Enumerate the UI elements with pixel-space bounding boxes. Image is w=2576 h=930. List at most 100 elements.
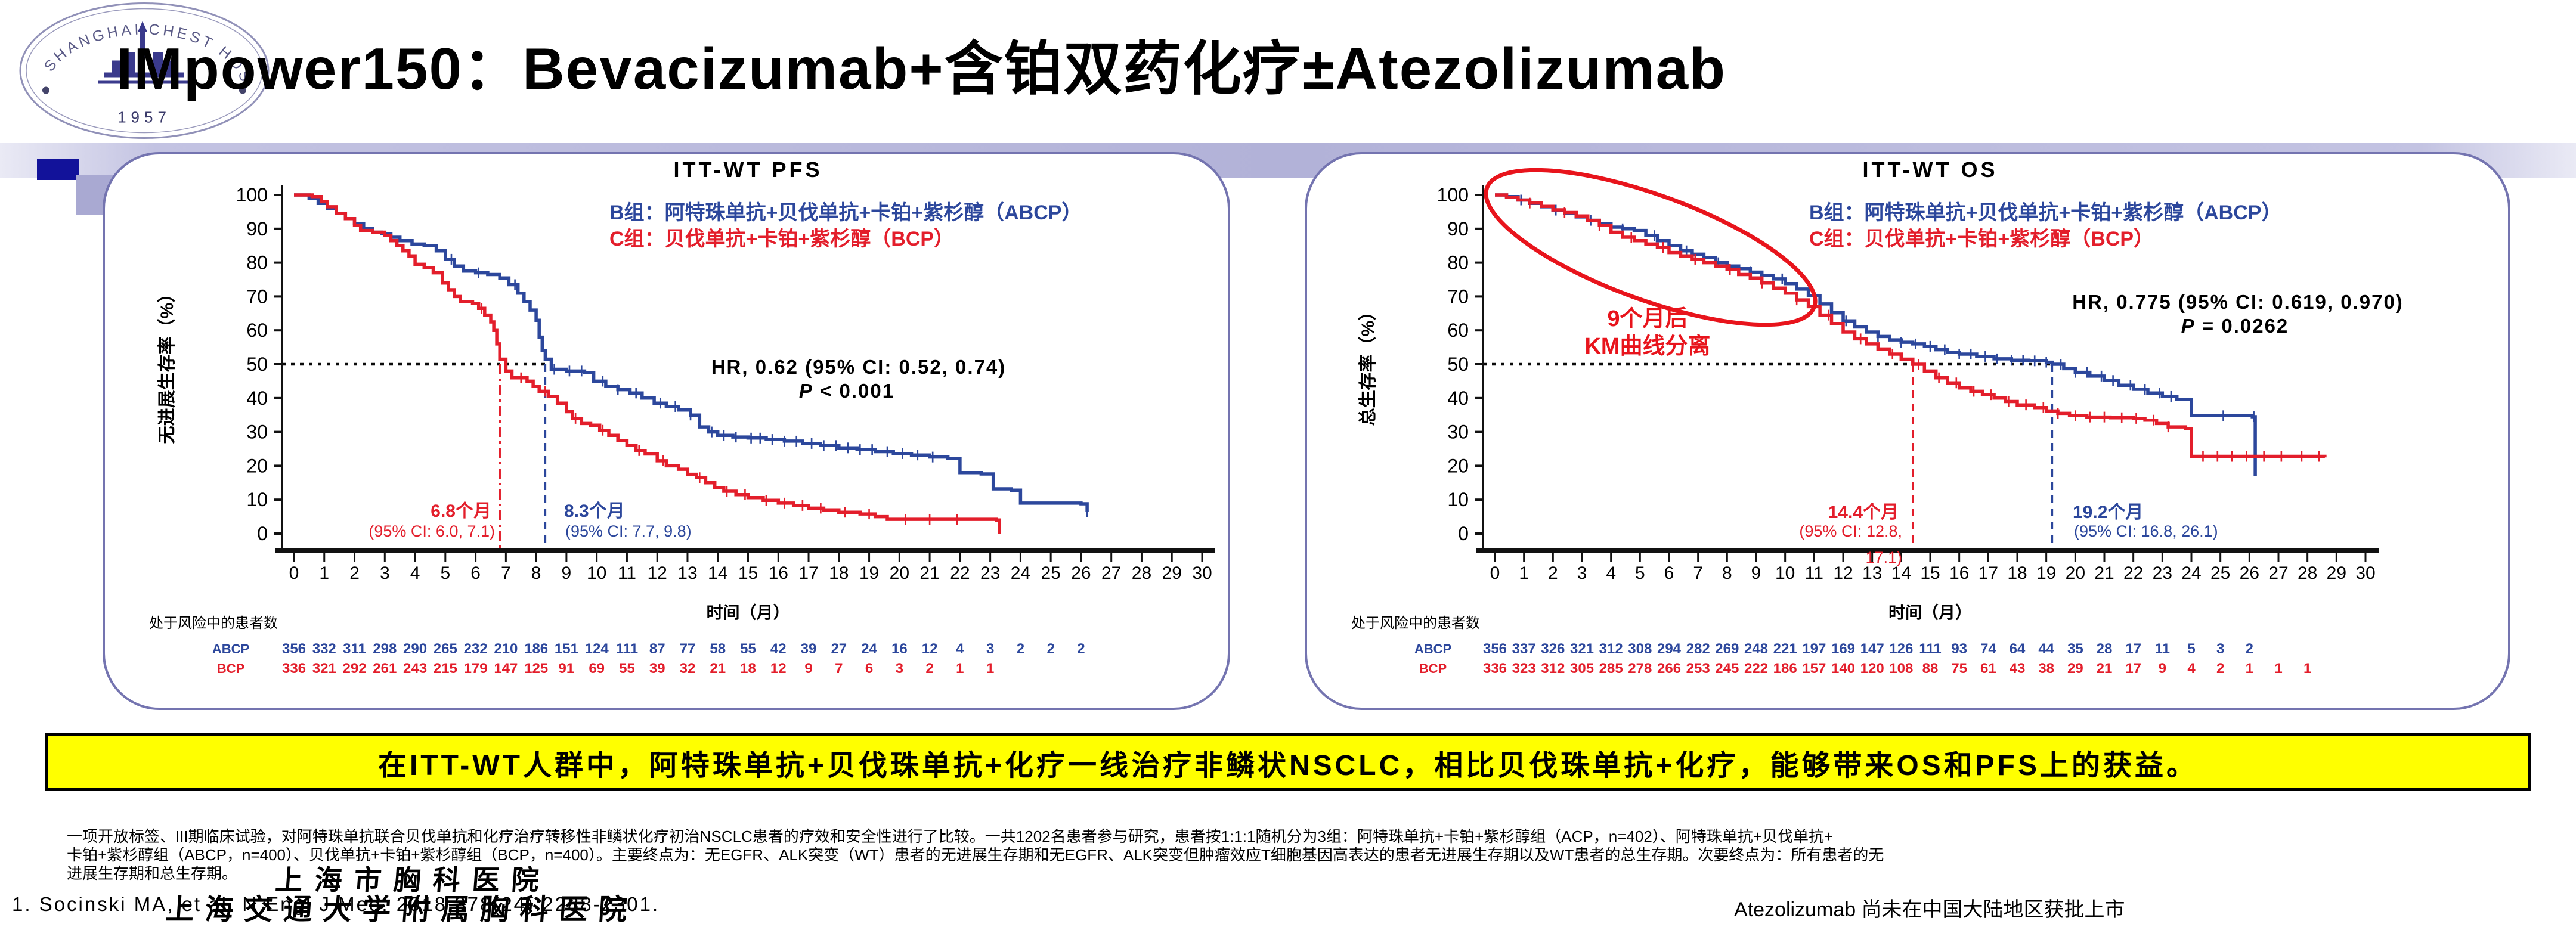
at-risk-row-name: BCP: [1419, 661, 1447, 676]
y-tick-label: 40: [1447, 388, 1469, 409]
y-tick-label: 20: [246, 455, 268, 476]
at-risk-value: 140: [1831, 661, 1855, 677]
at-risk-value: 55: [740, 641, 756, 657]
os-panel: ITT-WT OS 0 10 20 30 40 50 60 70 80 90 100 0 1 2 3 4 5 6 7 8…: [1305, 152, 2510, 710]
hr-annotation-line: HR, 0.62 (95% CI: 0.52, 0.74): [711, 356, 1007, 378]
seal-year: 1957: [117, 108, 171, 126]
x-tick-label: 3: [1577, 563, 1587, 583]
median-ci-label: (95% CI: 12.8,: [1799, 522, 1902, 540]
at-risk-value: 3: [2216, 641, 2224, 657]
x-tick-label: 28: [2298, 563, 2317, 583]
x-tick-label: 8: [1722, 563, 1732, 583]
median-label: 14.4个月: [1828, 503, 1899, 522]
y-tick-label: 70: [1447, 286, 1469, 307]
x-tick-label: 29: [2327, 563, 2346, 583]
at-risk-value: 222: [1744, 661, 1768, 677]
y-tick-label: 60: [246, 320, 268, 341]
at-risk-value: 1: [986, 661, 994, 677]
at-risk-value: 337: [1512, 641, 1536, 657]
x-tick-label: 4: [410, 563, 420, 583]
y-tick-label: 100: [236, 184, 268, 206]
x-tick-label: 3: [380, 563, 390, 583]
at-risk-value: 9: [804, 661, 812, 677]
at-risk-value: 210: [494, 641, 518, 657]
at-risk-value: 28: [2097, 641, 2113, 657]
at-risk-value: 4: [956, 641, 964, 657]
median-ci-label: (95% CI: 7.7, 9.8): [565, 522, 692, 540]
km-curve-BCP: [294, 193, 1001, 534]
at-risk-value: 21: [2097, 661, 2113, 677]
x-tick-label: 16: [1949, 563, 1969, 583]
at-risk-row-name: BCP: [217, 661, 244, 676]
at-risk-value: 58: [710, 641, 726, 657]
y-tick-label: 50: [1447, 354, 1469, 375]
at-risk-value: 197: [1802, 641, 1826, 657]
at-risk-value: 120: [1860, 661, 1884, 677]
at-risk-value: 157: [1802, 661, 1826, 677]
study-description-line3: 进展生存期和总生存期。: [67, 864, 238, 882]
km-curve-ABCP: [294, 193, 1089, 512]
at-risk-value: 2: [1017, 641, 1024, 657]
censor-ticks-BCP: [481, 303, 958, 525]
x-tick-label: 2: [349, 563, 360, 583]
x-tick-label: 19: [2036, 563, 2056, 583]
at-risk-value: 74: [1980, 641, 1996, 657]
at-risk-value: 308: [1628, 641, 1652, 657]
at-risk-value: 1: [2303, 661, 2311, 677]
x-tick-label: 17: [798, 563, 818, 583]
at-risk-value: 147: [494, 661, 518, 677]
at-risk-value: 311: [343, 641, 366, 657]
x-tick-label: 12: [1833, 563, 1853, 583]
at-risk-value: 326: [1541, 641, 1565, 657]
at-risk-value: 261: [373, 661, 397, 677]
x-tick-label: 8: [531, 563, 541, 583]
seal-building-icon: [98, 21, 190, 84]
at-risk-value: 125: [524, 661, 548, 677]
study-description-line2: 卡铂+紫杉醇组（ABCP，n=400）、贝伐单抗+卡铂+紫杉醇组（BCP，n=4…: [67, 846, 1884, 864]
x-tick-label: 24: [2181, 563, 2201, 583]
at-risk-value: 2: [2216, 661, 2224, 677]
at-risk-value: 312: [1541, 661, 1565, 677]
at-risk-value: 43: [2010, 661, 2026, 677]
hospital-seal-logo: SHANGHAI CHEST HOSPITAL 1957: [15, 0, 270, 139]
y-tick-label: 80: [1447, 252, 1469, 274]
at-risk-value: 356: [282, 641, 306, 657]
at-risk-value: 323: [1512, 661, 1536, 677]
at-risk-value: 16: [891, 641, 908, 657]
x-tick-label: 24: [1011, 563, 1030, 583]
censor-ticks-BCP: [1529, 197, 2320, 462]
at-risk-value: 126: [1889, 641, 1913, 657]
median-ci-label: (95% CI: 16.8, 26.1): [2074, 522, 2218, 540]
at-risk-value: 356: [1483, 641, 1507, 657]
at-risk-value: 27: [831, 641, 847, 657]
reference-citation: 1. Socinski MA, et al. N Engl J Med. 201…: [12, 893, 660, 915]
at-risk-value: 3: [986, 641, 994, 657]
at-risk-value: 332: [312, 641, 336, 657]
at-risk-value: 321: [1570, 641, 1594, 657]
at-risk-value: 186: [1773, 661, 1797, 677]
at-risk-value: 1: [956, 661, 964, 677]
at-risk-value: 232: [464, 641, 488, 657]
x-tick-label: 14: [708, 563, 727, 583]
at-risk-value: 21: [710, 661, 726, 677]
x-tick-label: 29: [1162, 563, 1182, 583]
x-tick-label: 9: [1751, 563, 1761, 583]
at-risk-value: 111: [1919, 641, 1941, 657]
x-tick-label: 22: [950, 563, 970, 583]
at-risk-value: 35: [2067, 641, 2083, 657]
y-tick-label: 90: [246, 218, 268, 240]
at-risk-value: 186: [524, 641, 548, 657]
at-risk-value: 179: [464, 661, 488, 677]
x-tick-label: 28: [1132, 563, 1151, 583]
x-tick-label: 1: [1519, 563, 1529, 583]
km-separation-callout: 9个月后: [1607, 306, 1688, 331]
at-risk-value: 215: [434, 661, 457, 677]
x-tick-label: 18: [829, 563, 849, 583]
slide-title: IMpower150：Bevacizumab+含铂双药化疗±Atezolizum…: [116, 36, 1726, 101]
y-tick-label: 100: [1437, 184, 1469, 206]
at-risk-value: 282: [1686, 641, 1710, 657]
y-tick-label: 0: [257, 523, 268, 544]
